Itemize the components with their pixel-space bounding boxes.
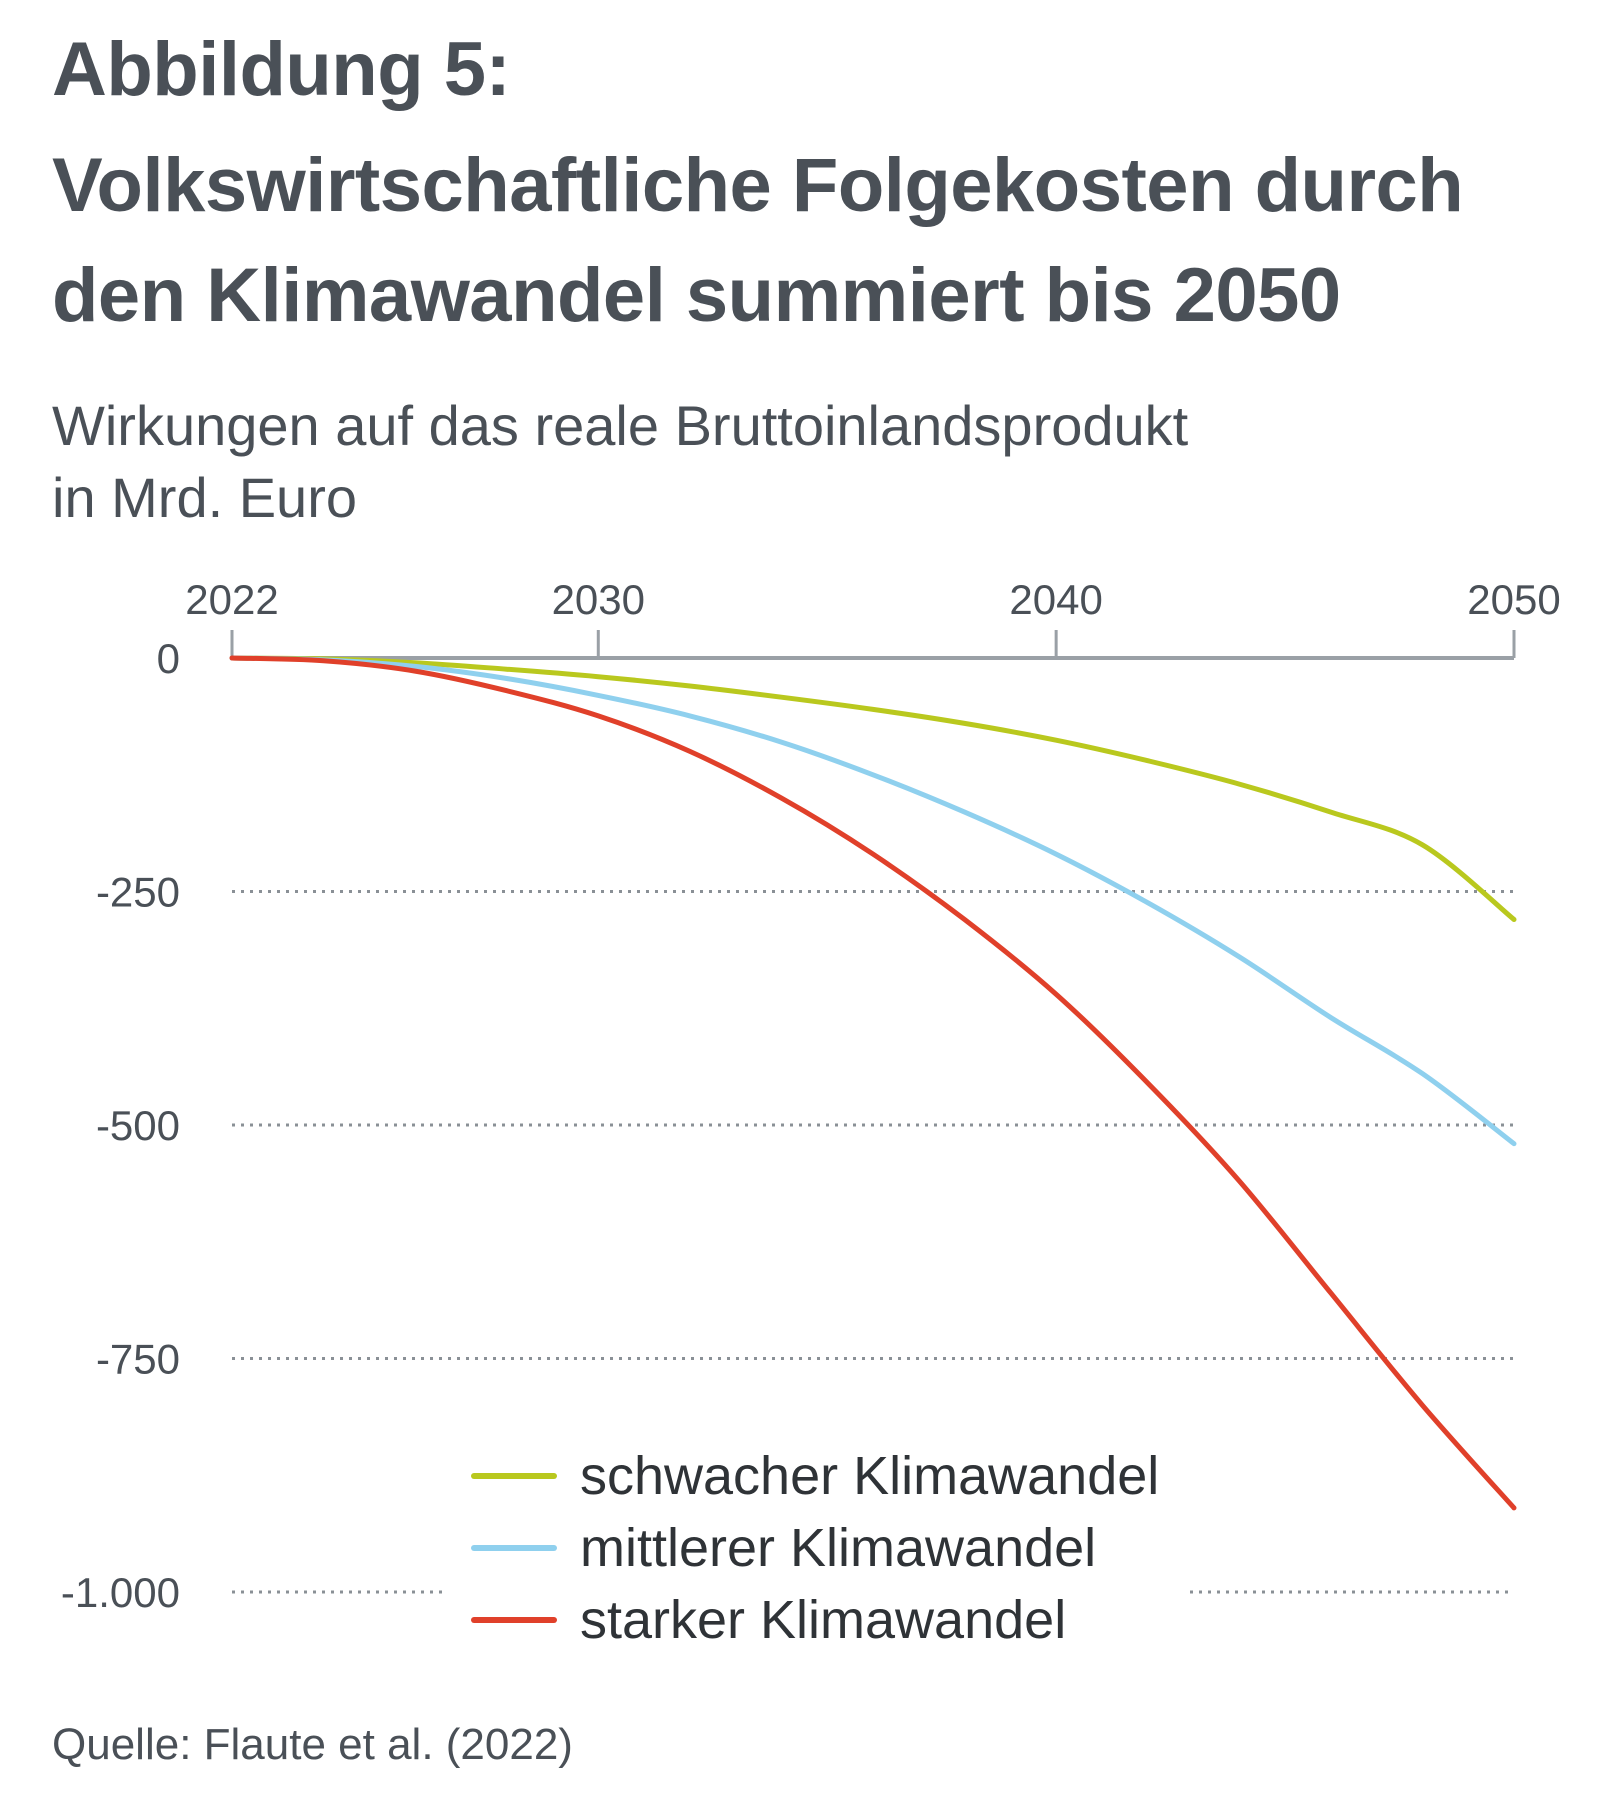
- y-axis-tick-labels: 0 -250 -500 -750 -1.000: [61, 635, 180, 1616]
- y-tick-label: -1.000: [61, 1569, 180, 1616]
- chart-subtitle-line-1: Wirkungen auf das reale Bruttoinlandspro…: [52, 394, 1189, 457]
- chart-title-line-2: Volkswirtschaftliche Folgekosten durch: [52, 143, 1464, 228]
- x-tick-label: 2040: [1009, 576, 1102, 623]
- x-tick-label: 2050: [1467, 576, 1560, 623]
- series-line-mittel: [229, 655, 1517, 1147]
- series-line-stark: [229, 655, 1517, 1511]
- chart-title-line-3: den Klimawandel summiert bis 2050: [52, 253, 1341, 338]
- source-note: Quelle: Flaute et al. (2022): [52, 1720, 573, 1769]
- legend-item-schwach: schwacher Klimawandel: [580, 1446, 1159, 1506]
- legend: schwacher Klimawandel mittlerer Klimawand…: [471, 1446, 1159, 1650]
- x-tick-label: 2030: [552, 576, 645, 623]
- x-tick-label: 2022: [185, 576, 278, 623]
- series-line-schwach: [229, 655, 1517, 922]
- y-tick-label: 0: [157, 635, 180, 682]
- chart-subtitle-line-2: in Mrd. Euro: [52, 466, 357, 529]
- legend-item-stark: starker Klimawandel: [580, 1590, 1066, 1650]
- y-tick-label: -500: [96, 1102, 180, 1149]
- gridlines: [232, 890, 1514, 1594]
- chart-title-line-1: Abbildung 5:: [52, 27, 511, 112]
- y-tick-label: -750: [96, 1336, 180, 1383]
- y-tick-label: -250: [96, 869, 180, 916]
- x-axis: 2022 2030 2040 2050: [185, 576, 1561, 660]
- series-lines: [229, 655, 1517, 1511]
- legend-item-mittel: mittlerer Klimawandel: [580, 1518, 1096, 1578]
